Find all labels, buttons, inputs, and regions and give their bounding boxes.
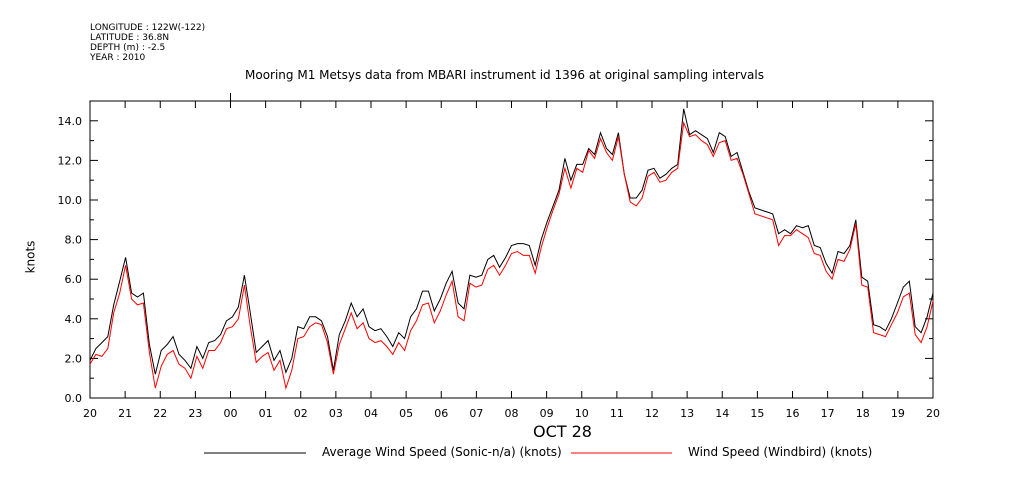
x-tick-label: 22 — [153, 407, 167, 420]
x-tick-label: 20 — [83, 407, 97, 420]
x-tick-label: 14 — [715, 407, 729, 420]
x-tick-label: 12 — [645, 407, 659, 420]
x-tick-label: 21 — [118, 407, 132, 420]
y-tick-label: 6.0 — [65, 273, 83, 286]
latitude-label: LATITUDE : 36.8N — [90, 33, 170, 43]
y-tick-label: 14.0 — [58, 115, 83, 128]
x-tick-label: 06 — [434, 407, 448, 420]
x-tick-label: 13 — [680, 407, 694, 420]
x-tick-label: 16 — [786, 407, 800, 420]
y-tick-label: 2.0 — [65, 352, 83, 365]
x-tick-label: 04 — [364, 407, 378, 420]
x-tick-label: 19 — [891, 407, 905, 420]
x-tick-label: 18 — [856, 407, 870, 420]
series-line-1 — [89, 120, 934, 391]
x-tick-label: 08 — [505, 407, 519, 420]
year-label: YEAR : 2010 — [90, 53, 146, 63]
x-tick-label: 09 — [540, 407, 554, 420]
x-tick-label: 03 — [329, 407, 343, 420]
chart-title: Mooring M1 Metsys data from MBARI instru… — [245, 68, 764, 82]
x-tick-label: 11 — [610, 407, 624, 420]
y-tick-label: 10.0 — [58, 194, 83, 207]
x-tick-label: 10 — [575, 407, 589, 420]
x-axis-label: OCT 28 — [533, 422, 592, 441]
plot-frame — [89, 100, 934, 399]
y-tick-label: 0.0 — [65, 392, 83, 405]
series-line-0 — [89, 108, 934, 375]
x-tick-label: 00 — [224, 407, 238, 420]
depth-label: DEPTH (m) : -2.5 — [90, 43, 166, 53]
x-tick-label: 20 — [926, 407, 940, 420]
x-tick-label: 02 — [294, 407, 308, 420]
x-tick-label: 17 — [821, 407, 835, 420]
x-tick-label: 15 — [750, 407, 764, 420]
legend-label-windbird: Wind Speed (Windbird) (knots) — [688, 445, 873, 459]
x-tick-label: 07 — [469, 407, 483, 420]
x-tick-label: 05 — [399, 407, 413, 420]
y-axis-label: knots — [23, 240, 38, 274]
y-tick-label: 8.0 — [65, 234, 83, 247]
y-tick-label: 4.0 — [65, 313, 83, 326]
x-tick-label: 23 — [188, 407, 202, 420]
legend-label-average-wind: Average Wind Speed (Sonic-n/a) (knots) — [322, 445, 562, 459]
x-tick-label: 01 — [259, 407, 273, 420]
y-tick-label: 12.0 — [58, 154, 83, 167]
longitude-label: LONGITUDE : 122W(-122) — [90, 23, 206, 33]
